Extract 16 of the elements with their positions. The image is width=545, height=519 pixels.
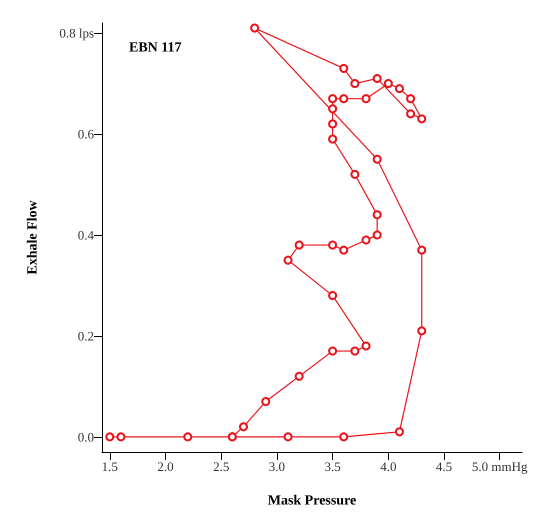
- x-tick-label: 2.5: [213, 459, 230, 474]
- x-tick-label: 1.5: [102, 459, 118, 474]
- y-tick-label: 0.6: [78, 126, 94, 142]
- y-tick-label: 0.0: [78, 429, 94, 444]
- x-tick-label: 2.0: [157, 459, 174, 474]
- x-tick-label: 3.0: [268, 459, 286, 474]
- y-axis-title: Exhale Flow: [26, 199, 40, 275]
- y-tick-label: 0.2: [78, 328, 94, 344]
- y-tick-label: 0.4: [78, 227, 94, 242]
- x-tick-label: 5.0 mmHg: [472, 459, 528, 474]
- text: EBN 117: [129, 40, 182, 56]
- x-tick-label: 4.0: [380, 459, 396, 474]
- x-tick-label: 4.5: [436, 459, 452, 474]
- y-tick-label: 0.8 lps: [59, 26, 94, 41]
- x-tick-label: 3.5: [324, 459, 341, 474]
- x-axis-title: Mask Pressure: [268, 494, 356, 508]
